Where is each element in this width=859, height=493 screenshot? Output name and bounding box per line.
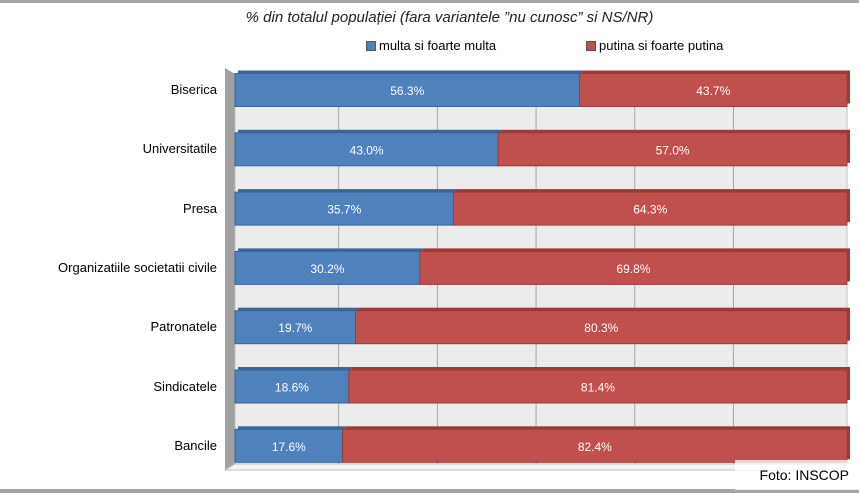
bar-multa [234,73,581,107]
data-label: 43.7% [696,84,730,98]
legend-label: multa si foarte multa [379,38,497,53]
data-label: 64.3% [633,203,667,217]
data-label: 81.4% [581,381,615,395]
bar-multa [234,428,344,463]
bar-putina [355,310,848,345]
chart-title: % din totalul populației (fara variantel… [245,9,654,26]
category-label: Presa [183,200,217,216]
category-label: Patronatele [150,319,218,335]
data-label: 82.4% [578,440,612,454]
data-label: 18.6% [275,381,309,395]
data-label: 19.7% [278,321,312,335]
category-label: Bancile [174,437,217,453]
data-label: 69.8% [616,262,650,276]
data-label: 57.0% [656,143,690,157]
bar-multa [234,369,350,404]
bar-putina [419,250,848,285]
data-label: 35.7% [327,203,361,217]
category-label: Universitatile [142,141,217,157]
bar-putina [452,191,848,226]
side-wall [225,68,235,470]
legend-swatch-red [586,40,596,51]
legend-item-putina: putina si foarte putina [586,38,723,53]
bar-putina [497,132,848,167]
bottom-rule [0,489,859,493]
category-label: Sindicatele [153,378,217,394]
bar-putina [342,428,848,463]
bar-multa [234,250,421,285]
category-label: Biserica [170,82,217,97]
data-label: 43.0% [350,143,384,157]
bar-putina [579,73,848,107]
bar-multa [234,191,454,226]
legend-swatch-blue [366,40,376,51]
data-label: 56.3% [390,84,424,98]
legend-item-multa: multa si foarte multa [366,38,496,53]
data-label: 80.3% [584,321,618,335]
data-label: 30.2% [310,262,344,276]
photo-credit: Foto: INSCOP [735,460,859,490]
bar-multa [234,310,357,345]
category-label: Organizatiile societatii civile [58,259,217,275]
top-rule [0,0,859,3]
data-label: 17.6% [272,440,306,454]
legend-label: putina si foarte putina [599,38,724,53]
bar-putina [348,369,848,404]
bar-multa [234,132,499,167]
